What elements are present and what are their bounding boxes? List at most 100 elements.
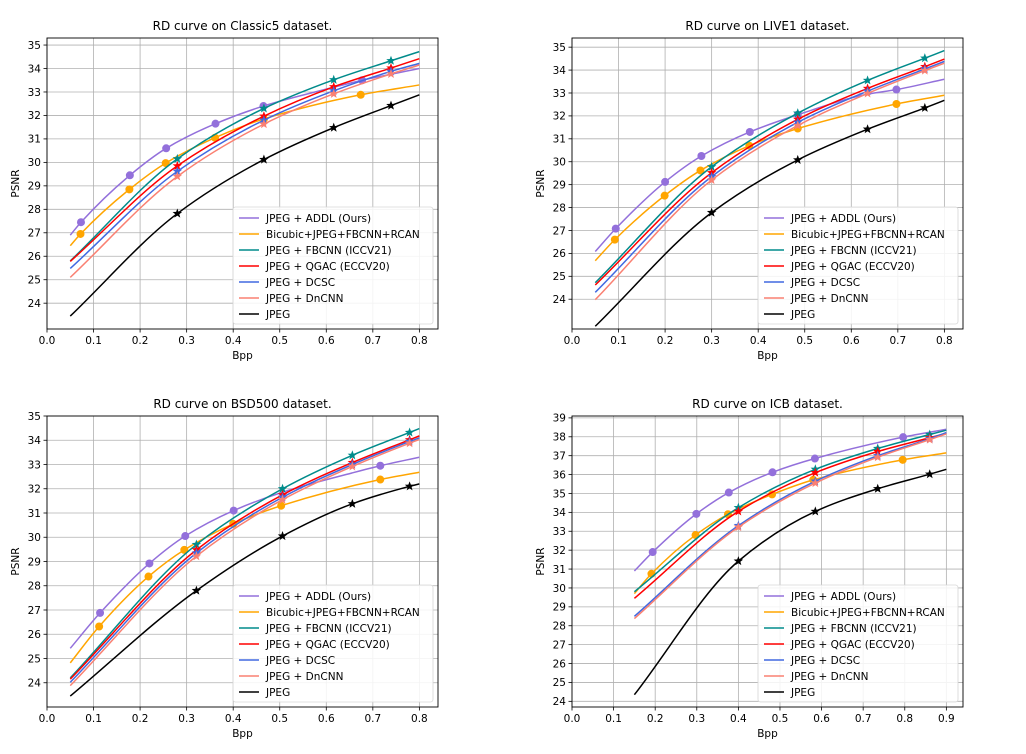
series-0 <box>69 67 420 236</box>
y-tick-label: 38 <box>553 432 566 444</box>
data-point <box>376 475 385 484</box>
data-point <box>328 74 339 84</box>
data-point <box>347 461 358 471</box>
y-tick-label: 39 <box>553 413 566 425</box>
axes-frame <box>571 415 964 708</box>
axes-frame <box>46 415 439 708</box>
chart-title: RD curve on LIVE1 dataset. <box>685 19 849 33</box>
y-axis-label: PSNR <box>10 169 22 197</box>
legend-label: JPEG <box>265 687 290 699</box>
data-point <box>920 65 930 75</box>
y-tick-label: 25 <box>28 653 41 665</box>
y-tick-label: 37 <box>553 450 566 462</box>
data-point <box>96 608 105 617</box>
legend-item: JPEG + ADDL (Ours) <box>239 213 371 225</box>
data-point <box>810 506 821 516</box>
legend-label: JPEG <box>790 687 815 699</box>
legend-item: JPEG + DCSC <box>239 655 335 667</box>
x-tick-label: 0.2 <box>657 335 674 347</box>
legend-label: JPEG + DCSC <box>790 655 860 667</box>
y-tick-label: 24 <box>28 678 42 690</box>
legend-item: JPEG <box>239 687 290 699</box>
y-tick-label: 32 <box>28 110 41 122</box>
legend-label: JPEG + QGAC (ECCV20) <box>265 261 390 273</box>
data-point <box>892 99 901 108</box>
x-tick-label: 0.6 <box>318 713 335 725</box>
legend-item: JPEG + FBCNN (ICCV21) <box>239 245 392 257</box>
x-tick-label: 0.7 <box>364 713 381 725</box>
y-tick-label: 34 <box>28 63 42 75</box>
legend-label: Bicubic+JPEG+FBCNN+RCAN <box>791 607 945 619</box>
y-tick-label: 29 <box>553 179 566 191</box>
x-tick-label: 0.6 <box>813 713 830 725</box>
y-tick-label: 30 <box>28 532 41 544</box>
data-point <box>404 427 415 437</box>
legend: JPEG + ADDL (Ours) Bicubic+JPEG+FBCNN+RCA… <box>232 584 434 703</box>
x-tick-label: 0.8 <box>411 713 428 725</box>
y-tick-label: 31 <box>28 508 41 520</box>
data-point <box>180 545 189 554</box>
data-point <box>144 572 153 581</box>
x-tick-label: 0.7 <box>855 713 872 725</box>
legend-item: JPEG <box>239 309 290 321</box>
legend-item: Bicubic+JPEG+FBCNN+RCAN <box>764 607 945 619</box>
data-point <box>611 224 620 233</box>
legend-item: JPEG + DCSC <box>239 277 335 289</box>
x-tick-label: 0.1 <box>605 713 622 725</box>
y-tick-label: 28 <box>28 581 41 593</box>
series-2 <box>69 50 420 262</box>
series-6 <box>69 481 420 697</box>
y-tick-label: 36 <box>553 469 567 481</box>
data-point <box>706 175 717 185</box>
x-tick-label: 0.8 <box>896 713 913 725</box>
x-axis-label: Bpp <box>232 728 253 740</box>
y-tick-label: 26 <box>28 251 42 263</box>
y-tick-label: 26 <box>553 658 567 670</box>
data-point <box>862 75 873 85</box>
data-point <box>277 501 286 510</box>
data-point <box>898 455 907 464</box>
data-point <box>172 160 183 170</box>
legend-item: JPEG + ADDL (Ours) <box>764 591 896 603</box>
data-point <box>862 124 873 134</box>
y-tick-label: 28 <box>553 621 566 633</box>
legend-box <box>757 206 959 325</box>
series-1 <box>69 471 420 664</box>
data-point <box>172 153 183 163</box>
x-tick-label: 0.5 <box>772 713 789 725</box>
data-point <box>76 218 85 227</box>
series-5 <box>69 64 420 278</box>
legend-item: JPEG + FBCNN (ICCV21) <box>764 245 917 257</box>
y-tick-label: 26 <box>553 248 567 260</box>
legend-label: Bicubic+JPEG+FBCNN+RCAN <box>266 607 420 619</box>
data-point <box>862 88 873 98</box>
y-tick-label: 30 <box>28 157 41 169</box>
legend-item: JPEG + DnCNN <box>764 671 868 683</box>
series-6 <box>633 468 947 696</box>
x-tick-label: 0.7 <box>364 335 381 347</box>
data-point <box>924 434 935 444</box>
legend-item: JPEG + QGAC (ECCV20) <box>764 639 915 651</box>
y-tick-label: 32 <box>28 484 41 496</box>
legend-item: JPEG + FBCNN (ICCV21) <box>764 623 917 635</box>
x-tick-label: 0.8 <box>936 335 953 347</box>
x-tick-label: 0.6 <box>843 335 860 347</box>
data-point <box>386 100 396 110</box>
x-tick-label: 0.5 <box>271 335 288 347</box>
legend-item: JPEG + QGAC (ECCV20) <box>239 261 390 273</box>
series-2 <box>594 49 945 284</box>
data-point <box>793 154 803 164</box>
y-tick-label: 33 <box>28 459 41 471</box>
legend-item: JPEG <box>764 309 815 321</box>
x-tick-label: 0.4 <box>225 713 242 725</box>
series-2 <box>69 427 420 679</box>
data-point <box>277 494 288 504</box>
legend-item: Bicubic+JPEG+FBCNN+RCAN <box>764 229 945 241</box>
data-point <box>745 127 754 136</box>
data-point <box>145 559 154 568</box>
data-point <box>181 532 190 541</box>
data-point <box>733 506 744 516</box>
series-0 <box>594 78 945 253</box>
legend-label: JPEG + FBCNN (ICCV21) <box>265 623 392 635</box>
y-tick-label: 24 <box>553 696 567 708</box>
